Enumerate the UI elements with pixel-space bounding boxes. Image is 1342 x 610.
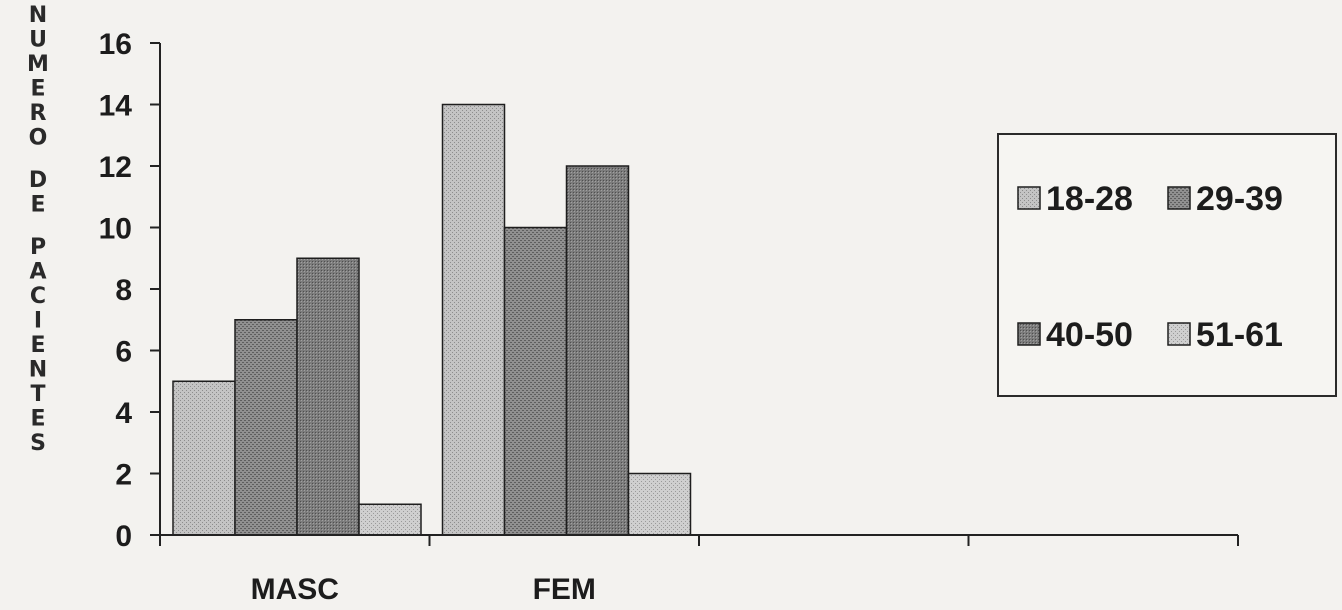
bar-51-61-FEM (627, 472, 692, 536)
y-axis-title-letter: N (29, 358, 47, 383)
y-tick-label: 14 (99, 90, 133, 123)
y-tick-label: 0 (115, 520, 132, 553)
bar-29-39-FEM (503, 226, 568, 536)
bar-18-28-MASC (172, 380, 236, 536)
y-axis-title-letter: E (30, 333, 45, 358)
y-axis-title-letter: T (30, 382, 45, 407)
bars (172, 103, 692, 536)
y-tick-label: 10 (99, 213, 132, 246)
x-axis-categories: MASC FEM (251, 573, 596, 606)
legend-swatch (1167, 186, 1191, 210)
y-axis-title-letter: P (30, 235, 46, 260)
legend-swatch (1017, 186, 1041, 210)
y-axis-title-letter: A (29, 260, 46, 285)
y-axis-title-letter: E (30, 77, 45, 102)
y-tick-label: 16 (99, 28, 132, 61)
bar-29-39-MASC (234, 319, 298, 536)
y-axis-title-letter: U (29, 28, 47, 53)
legend-label: 29-39 (1196, 180, 1283, 218)
y-axis-title-letter: S (30, 431, 46, 456)
y-axis-title-letter: D (29, 168, 47, 193)
y-axis-title-letter: O (29, 126, 48, 151)
legend-swatch (1017, 322, 1041, 346)
y-axis-title-letter: N (29, 3, 47, 28)
bar-51-61-MASC (358, 503, 422, 536)
bar-18-28-FEM (441, 103, 506, 536)
bar-40-50-MASC (296, 257, 360, 536)
legend: 18-28 29-39 40-50 51-61 (997, 133, 1337, 397)
y-tick-label: 6 (115, 336, 132, 369)
y-axis-title-letter: C (30, 284, 46, 309)
legend-label: 51-61 (1196, 316, 1283, 354)
bar-40-50-FEM (565, 165, 630, 536)
y-tick-label: 2 (115, 459, 132, 492)
axes (159, 43, 1239, 546)
y-axis-title-letter: E (30, 193, 45, 218)
y-axis-ticks: 0 2 4 6 8 10 12 14 16 (99, 28, 160, 553)
y-axis-title-letter: R (30, 101, 47, 126)
x-category-label: MASC (251, 573, 339, 606)
y-axis-title-letter: M (27, 52, 49, 77)
legend-swatch (1167, 322, 1191, 346)
y-axis-title-letter: I (34, 309, 42, 334)
legend-box (997, 133, 1337, 397)
y-tick-label: 8 (115, 274, 132, 307)
y-tick-label: 4 (115, 397, 132, 430)
legend-label: 40-50 (1046, 316, 1133, 354)
y-axis-title-letter: E (30, 407, 45, 432)
legend-label: 18-28 (1046, 180, 1133, 218)
x-category-label: FEM (533, 573, 596, 606)
y-tick-label: 12 (99, 151, 132, 184)
